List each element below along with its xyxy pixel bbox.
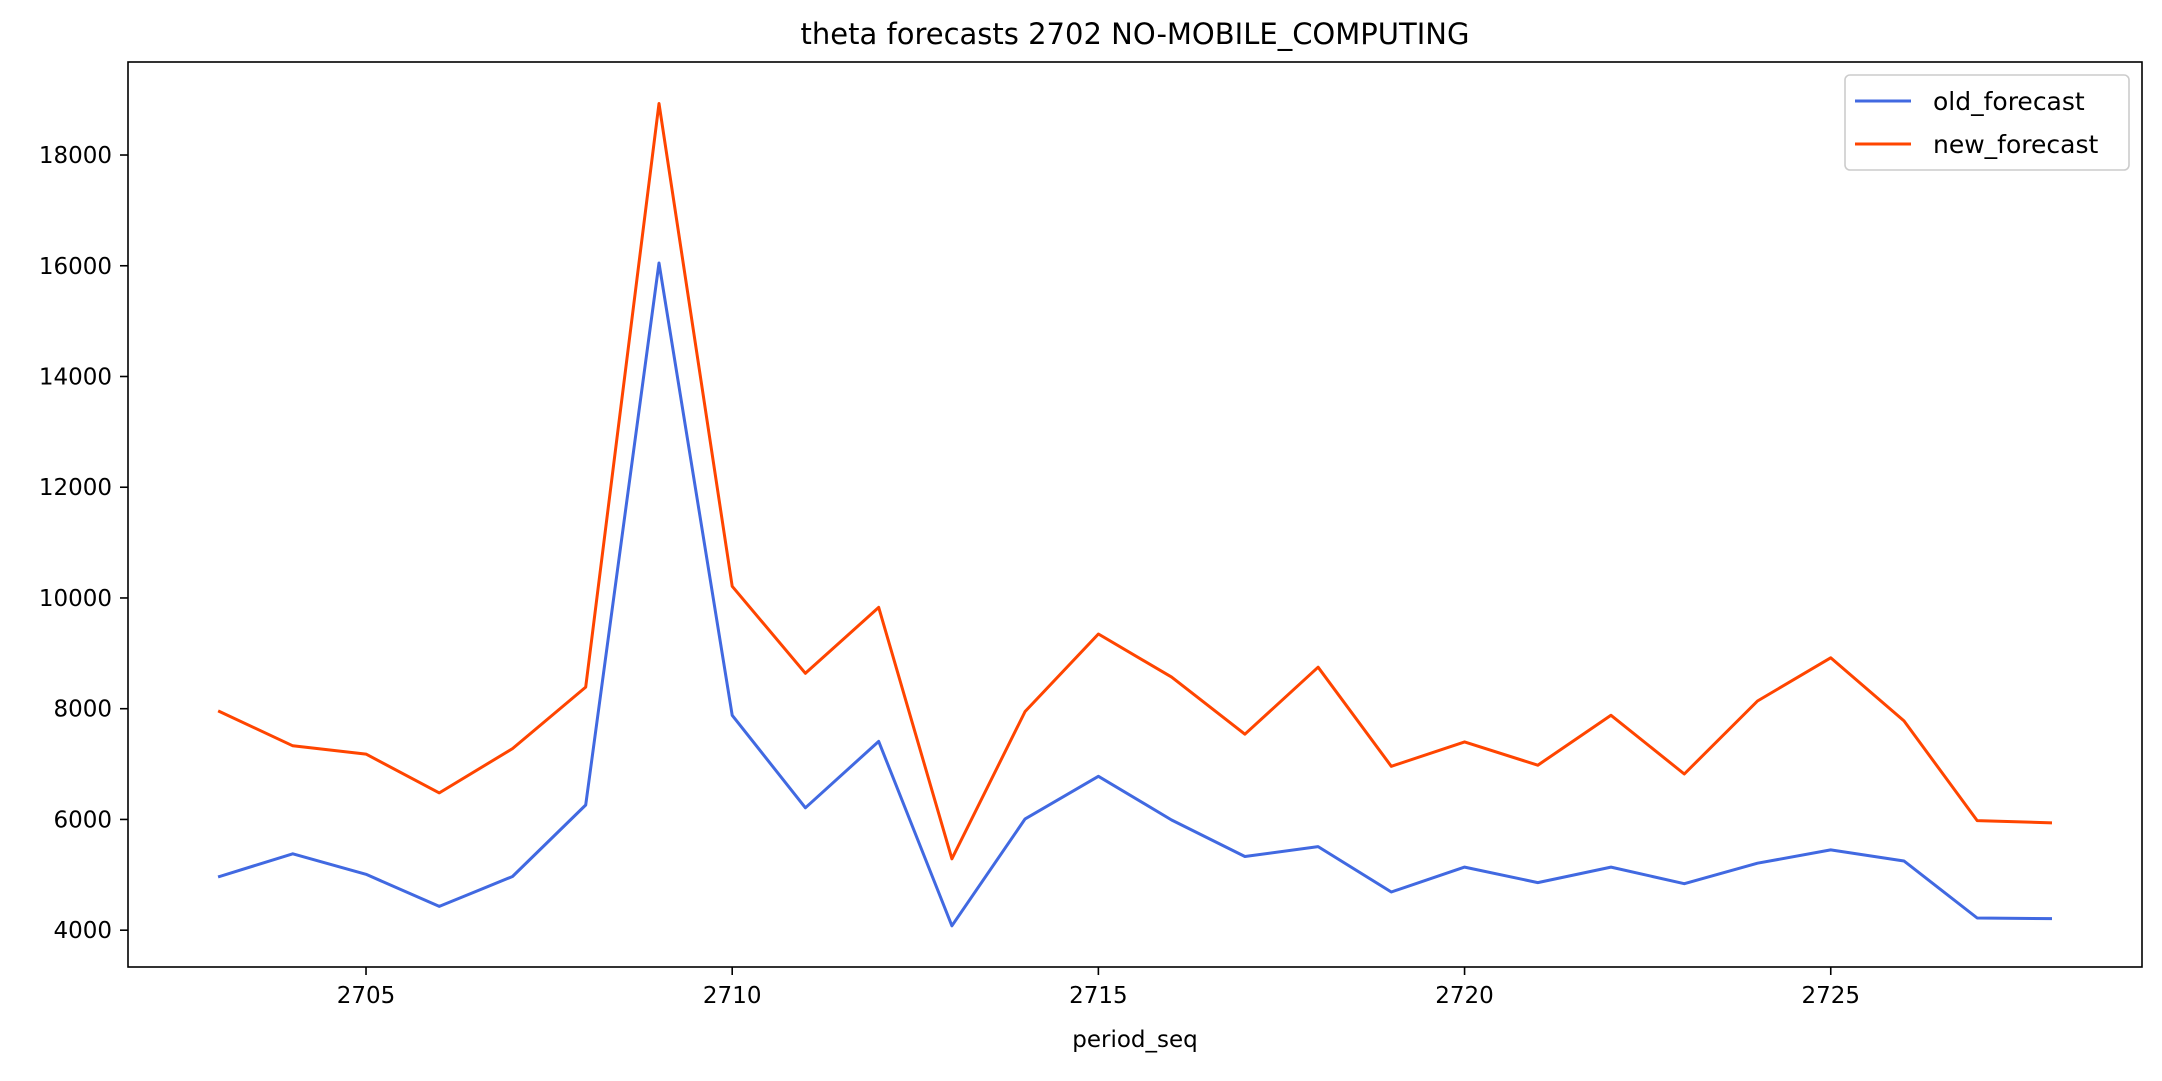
y-tick-label-14000: 14000 (39, 364, 112, 390)
y-tick-label-4000: 4000 (53, 918, 112, 944)
y-tick-label-16000: 16000 (39, 254, 112, 280)
x-axis-title: period_seq (1072, 1027, 1198, 1053)
x-tick-label-2710: 2710 (703, 983, 762, 1009)
chart-title: theta forecasts 2702 NO-MOBILE_COMPUTING (801, 17, 1470, 51)
y-tick-label-10000: 10000 (39, 586, 112, 612)
y-tick-label-12000: 12000 (39, 475, 112, 501)
legend: old_forecast new_forecast (1845, 75, 2129, 170)
x-tick-label-2715: 2715 (1069, 983, 1128, 1009)
x-tick-label-2705: 2705 (337, 983, 396, 1009)
legend-label-old_forecast: old_forecast (1933, 87, 2085, 116)
legend-label-new_forecast: new_forecast (1933, 130, 2098, 159)
x-tick-label-2720: 2720 (1435, 983, 1494, 1009)
y-tick-label-6000: 6000 (53, 807, 112, 833)
x-tick-label-2725: 2725 (1801, 983, 1860, 1009)
y-tick-label-8000: 8000 (53, 697, 112, 723)
y-tick-label-18000: 18000 (39, 143, 112, 169)
